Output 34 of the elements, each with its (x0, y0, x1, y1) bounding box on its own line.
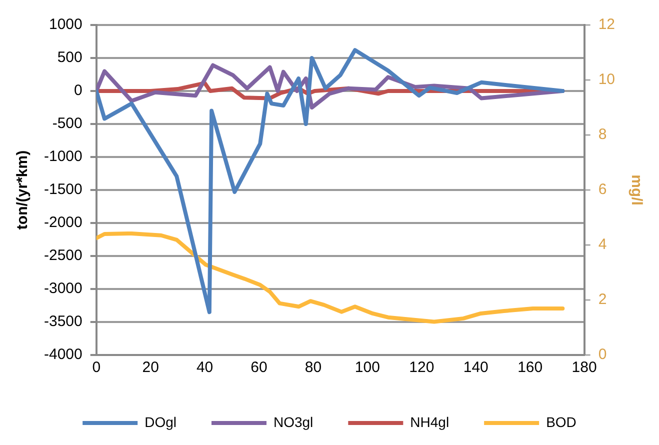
y2-tick-label: 2 (598, 291, 607, 308)
y-tick-label: -3000 (44, 280, 82, 298)
y-tick-label: 500 (57, 49, 82, 66)
x-tick-label: 180 (572, 359, 597, 376)
y-tick-label: -1500 (44, 181, 82, 198)
legend-label: DOgl (144, 414, 176, 430)
x-tick-label: 120 (409, 359, 434, 376)
y-tick-label: -3500 (44, 313, 82, 330)
x-tick-label: 20 (142, 359, 159, 376)
y2-tick-label: 12 (598, 16, 616, 34)
y2-axis-title: mg/l (628, 174, 645, 206)
legend-label: NH4gl (410, 414, 450, 430)
y-tick-label: 1000 (48, 16, 82, 34)
y2-tick-label: 6 (598, 181, 607, 198)
y2-tick-label: 10 (598, 71, 616, 88)
x-tick-label: 0 (92, 359, 101, 376)
y-tick-label: 0 (74, 82, 82, 100)
y-tick-label: -2000 (44, 214, 82, 232)
y2-tick-label: 4 (598, 236, 607, 254)
x-tick-label: 140 (463, 359, 488, 376)
y-tick-label: -500 (52, 115, 82, 132)
x-tick-label: 60 (250, 359, 268, 376)
x-tick-label: 80 (304, 359, 322, 376)
x-tick-label: 160 (518, 359, 543, 376)
y-tick-label: -1000 (44, 148, 82, 166)
legend-label: NO3gl (273, 414, 314, 430)
y-tick-label: -4000 (44, 346, 82, 364)
y-axis-title: ton/(yr*km) (14, 150, 32, 230)
y2-tick-label: 0 (598, 346, 607, 364)
legend-label: BOD (546, 414, 576, 430)
y2-tick-label: 8 (598, 126, 607, 144)
x-tick-label: 40 (196, 359, 214, 376)
y-tick-label: -2500 (44, 247, 82, 264)
x-tick-label: 100 (354, 359, 380, 376)
